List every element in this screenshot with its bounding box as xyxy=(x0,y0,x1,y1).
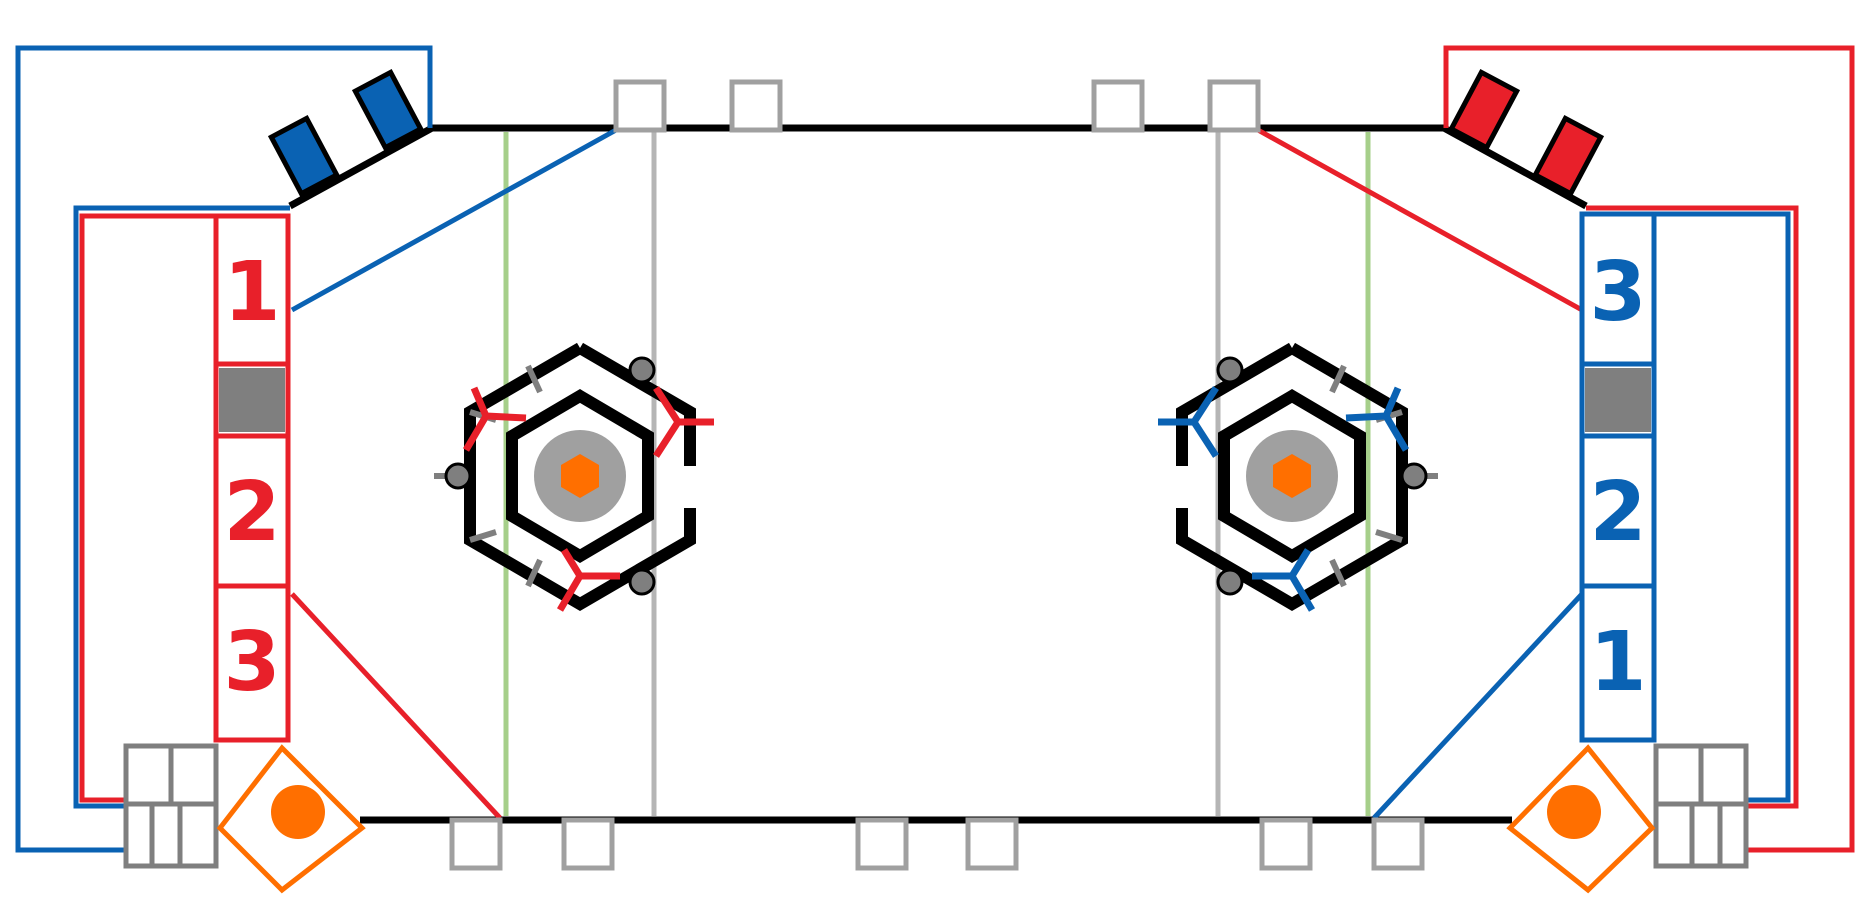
red-feeder-box-1 xyxy=(1447,68,1521,152)
wall-marker xyxy=(965,817,1019,871)
grid-cart-icon-right xyxy=(1653,743,1749,869)
blue-feeder-boxes xyxy=(267,68,425,198)
wall-marker xyxy=(729,79,783,133)
field-lines xyxy=(290,127,1584,820)
red-diagonal-bottom-left xyxy=(290,592,502,820)
red-station-divider-gray xyxy=(219,368,285,432)
alliance-outlines xyxy=(15,45,1855,853)
blue-station-3-label: 3 xyxy=(1589,245,1646,340)
blue-station-2-label: 2 xyxy=(1589,465,1646,560)
blue-station-1-label: 1 xyxy=(1589,615,1646,710)
wall-marker xyxy=(561,817,615,871)
diamond-ball-icon-right xyxy=(1506,744,1656,894)
red-feeder-boxes xyxy=(1447,68,1605,198)
red-station-1-label: 1 xyxy=(223,245,280,340)
wall-markers xyxy=(449,79,1425,871)
diamond-ball-icon-left xyxy=(216,744,366,894)
red-area-outline-right xyxy=(1443,45,1855,853)
red-station-2-label: 2 xyxy=(223,465,280,560)
wall-marker xyxy=(1259,817,1313,871)
hexagon-hub-icon-left xyxy=(434,348,714,612)
blue-area-outline-left xyxy=(15,45,433,853)
wall-marker xyxy=(449,817,503,871)
grid-cart-icon-left xyxy=(123,743,219,869)
red-driver-stations: 1 2 3 xyxy=(213,213,291,743)
blue-feeder-box-1 xyxy=(267,114,341,198)
wall-marker xyxy=(1371,817,1425,871)
red-area-outline-left xyxy=(79,213,216,803)
blue-area-outline-right xyxy=(1656,211,1791,803)
wall-marker xyxy=(1207,79,1261,133)
wall-marker xyxy=(613,79,667,133)
red-station-3-label: 3 xyxy=(223,615,280,710)
blue-driver-stations: 3 2 1 xyxy=(1579,211,1657,743)
red-area-inner-right xyxy=(1586,205,1799,809)
red-feeder-box-2 xyxy=(1531,114,1605,198)
blue-area-inner-left xyxy=(73,205,290,809)
wall-marker xyxy=(1091,79,1145,133)
red-diagonal-top-right xyxy=(1256,127,1584,313)
wall-marker xyxy=(855,817,909,871)
field-boundary xyxy=(288,124,1588,824)
blue-diagonal-top-left xyxy=(290,127,618,313)
blue-diagonal-bottom-right xyxy=(1372,592,1584,820)
blue-station-divider-gray xyxy=(1585,368,1651,432)
hexagon-hub-icon-right xyxy=(1158,348,1438,612)
blue-feeder-box-2 xyxy=(351,68,425,152)
